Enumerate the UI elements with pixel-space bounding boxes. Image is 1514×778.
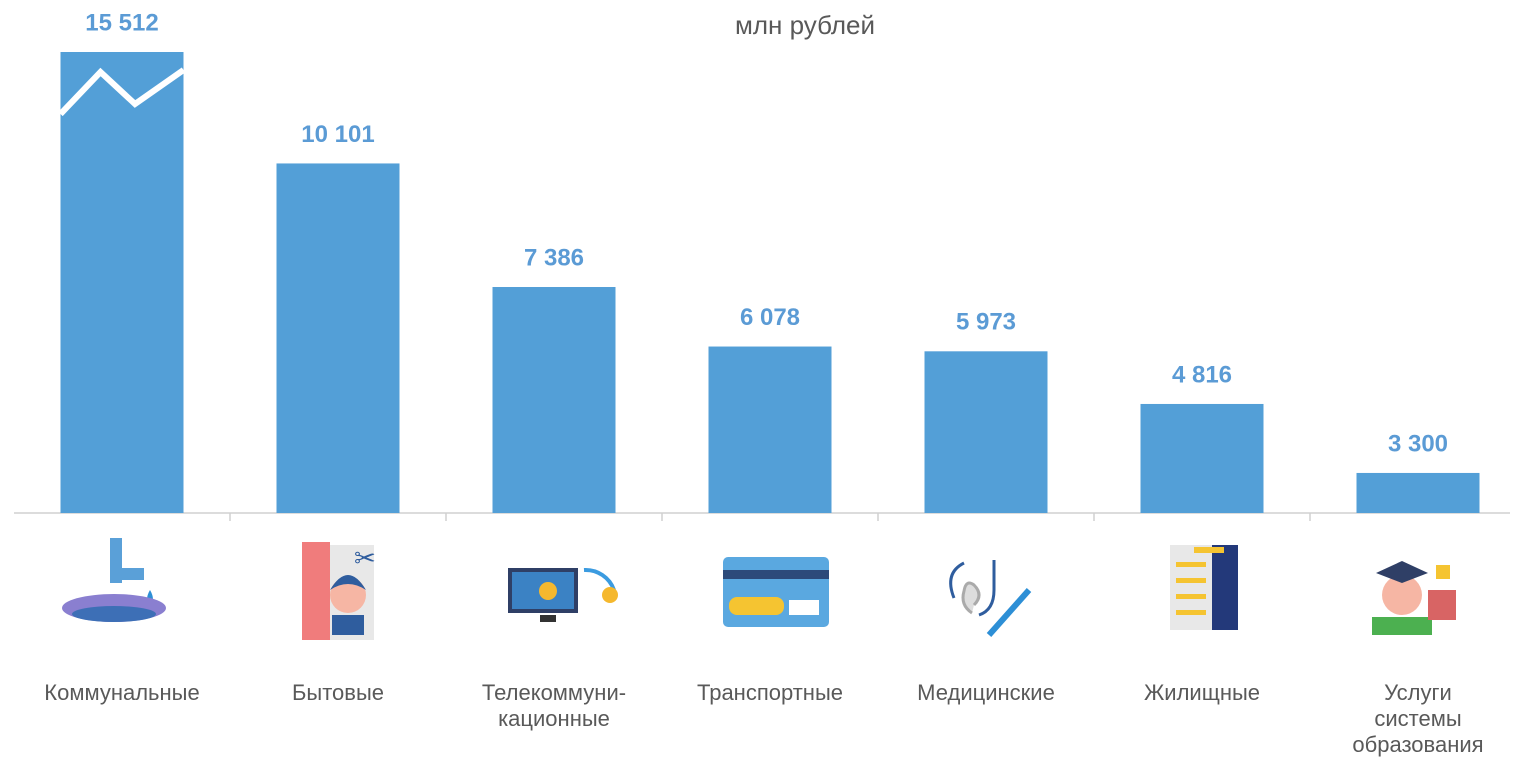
- svg-text:✂: ✂: [354, 543, 376, 573]
- value-label: 10 101: [301, 121, 374, 148]
- value-label: 4 816: [1172, 361, 1232, 388]
- x-tick-label: Бытовые: [230, 680, 446, 706]
- bar: [1141, 404, 1264, 513]
- bar: [709, 347, 832, 513]
- page: млн рублей ✂ 15 512 10 101 7 386 6 078 5 973…: [0, 0, 1514, 778]
- chart: млн рублей ✂ 15 512 10 101 7 386 6 078 5 973…: [0, 0, 1514, 778]
- x-tick-label: Жилищные: [1094, 680, 1310, 706]
- bar: [277, 163, 400, 513]
- x-tick-label: Транспортные: [662, 680, 878, 706]
- x-tick-label: Медицинские: [878, 680, 1094, 706]
- chart-title: млн рублей: [735, 10, 875, 40]
- x-tick-label: Услуги системы образования: [1310, 680, 1514, 758]
- bar: [61, 52, 184, 513]
- value-label: 3 300: [1388, 430, 1448, 457]
- value-label: 6 078: [740, 304, 800, 331]
- bar: [1357, 473, 1480, 513]
- bar: [925, 351, 1048, 513]
- icons: ✂: [62, 538, 1456, 640]
- value-label: 5 973: [956, 309, 1016, 336]
- x-tick-label: Коммунальные: [14, 680, 230, 706]
- value-label: 15 512: [85, 9, 158, 36]
- x-tick-label: Телекоммуни- кационные: [446, 680, 662, 732]
- value-label: 7 386: [524, 244, 584, 271]
- bar: [493, 287, 616, 513]
